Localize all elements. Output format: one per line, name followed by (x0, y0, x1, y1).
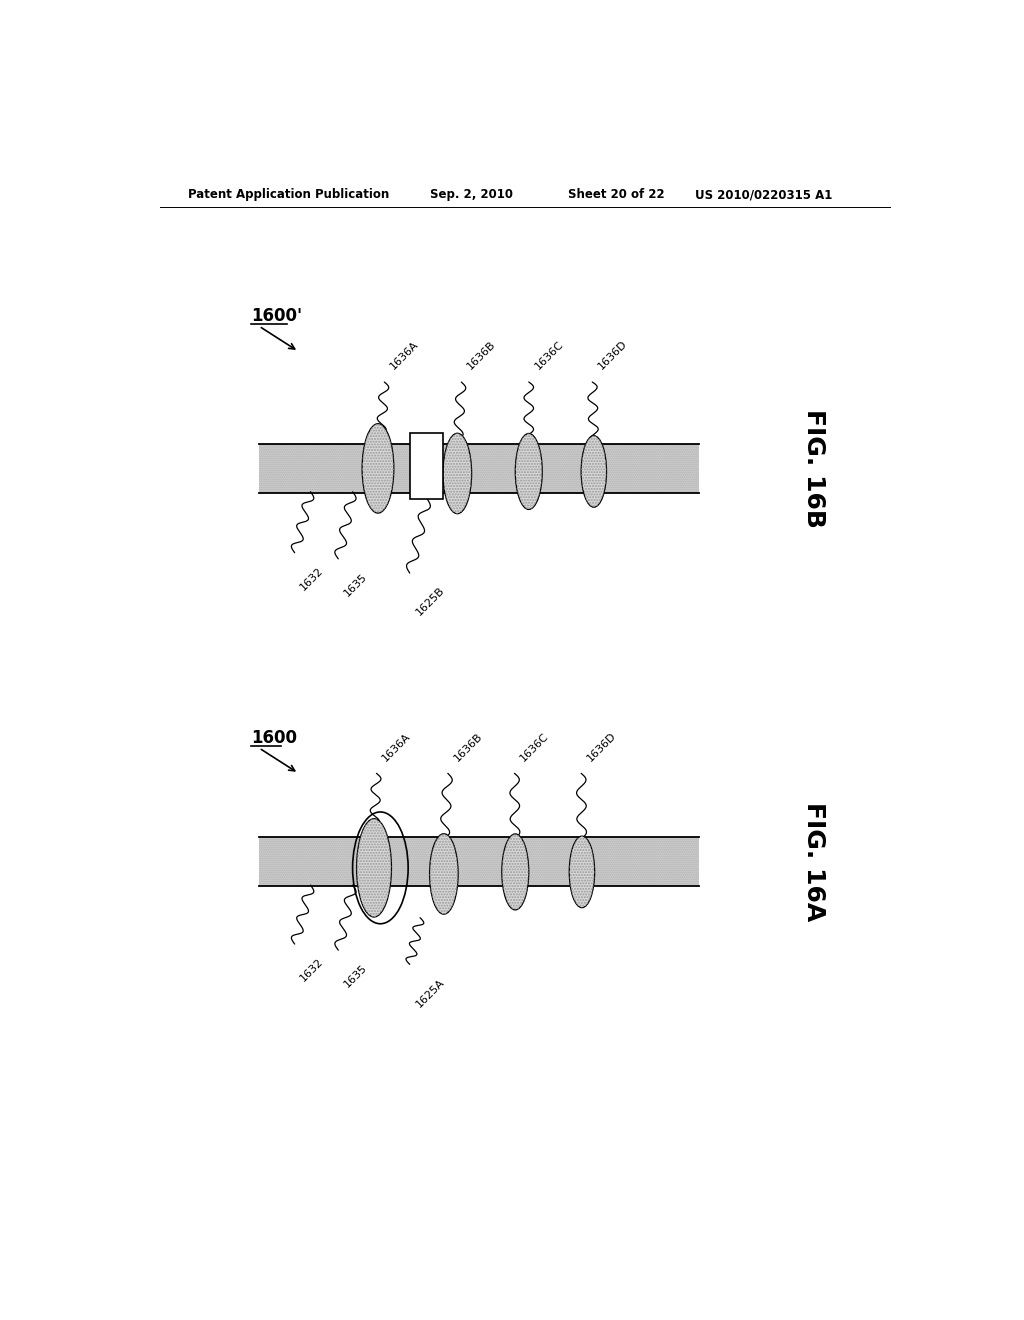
Ellipse shape (502, 834, 528, 909)
Ellipse shape (356, 818, 391, 917)
Bar (259, 837, 699, 886)
Text: 1636C: 1636C (532, 339, 565, 372)
Text: 1636C: 1636C (518, 731, 551, 763)
Text: 1632: 1632 (299, 956, 326, 983)
Text: Sep. 2, 2010: Sep. 2, 2010 (430, 189, 513, 202)
Bar (259, 837, 699, 886)
Text: 1600: 1600 (251, 729, 297, 747)
Text: US 2010/0220315 A1: US 2010/0220315 A1 (695, 189, 833, 202)
Bar (410, 433, 443, 499)
Bar (259, 444, 699, 492)
Ellipse shape (582, 436, 606, 507)
Text: 1636A: 1636A (380, 731, 413, 763)
Text: 1635: 1635 (342, 962, 369, 989)
Text: 1600': 1600' (251, 308, 302, 325)
Text: 1636D: 1636D (596, 339, 629, 372)
Text: FIG. 16B: FIG. 16B (803, 409, 826, 528)
Text: Patent Application Publication: Patent Application Publication (187, 189, 389, 202)
Text: FIG. 16A: FIG. 16A (803, 803, 826, 921)
Text: 1636B: 1636B (452, 731, 484, 763)
Ellipse shape (430, 834, 458, 915)
Text: 1632: 1632 (299, 565, 326, 591)
Ellipse shape (443, 433, 472, 513)
Ellipse shape (515, 433, 543, 510)
Text: 1625A: 1625A (414, 977, 446, 1008)
Text: 1625B: 1625B (414, 585, 446, 618)
Ellipse shape (569, 836, 595, 908)
Ellipse shape (362, 424, 394, 513)
Text: 1636A: 1636A (388, 339, 421, 372)
Text: 1636D: 1636D (585, 730, 618, 763)
Text: 1635: 1635 (342, 572, 369, 598)
Text: 1636B: 1636B (465, 339, 498, 372)
Bar (259, 444, 699, 492)
Text: Sheet 20 of 22: Sheet 20 of 22 (568, 189, 665, 202)
